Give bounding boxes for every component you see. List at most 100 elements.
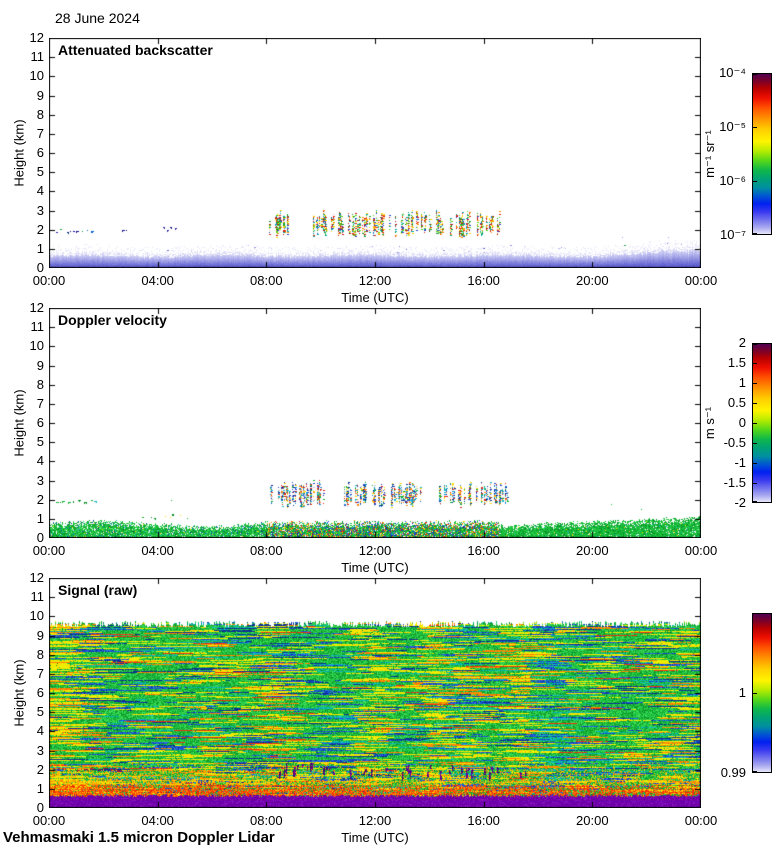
x-axis-label: Time (UTC) bbox=[341, 560, 409, 575]
panel-signal-raw: Signal (raw) Height (km) Time (UTC) 12 11… bbox=[12, 570, 718, 845]
colorbar-tick-label: 1 bbox=[738, 375, 746, 390]
y-tick-label: 4 bbox=[36, 453, 44, 469]
y-tick-label: 2 bbox=[36, 761, 44, 777]
x-tick-label: 00:00 bbox=[32, 543, 66, 558]
y-tick-label: 1 bbox=[36, 510, 44, 526]
backscatter-heatmap-canvas bbox=[49, 38, 701, 268]
panel-title: Signal (raw) bbox=[58, 582, 138, 598]
colorbar-backscatter: 10⁻⁴ 10⁻⁵ 10⁻⁶ 10⁻⁷ m⁻¹ sr⁻¹ bbox=[702, 65, 772, 242]
colorbar-tick-label: 1 bbox=[738, 685, 746, 700]
colorbar-tick bbox=[753, 74, 757, 75]
x-tick-label: 20:00 bbox=[576, 813, 609, 828]
x-tick-label: 16:00 bbox=[467, 813, 500, 828]
panel-title: Doppler velocity bbox=[58, 312, 167, 328]
colorbar-tick bbox=[753, 363, 757, 364]
y-tick-label: 3 bbox=[36, 472, 44, 488]
colorbar-tick-label: 10⁻⁶ bbox=[719, 173, 746, 188]
colorbar-tick bbox=[753, 181, 757, 182]
colorbar-tick bbox=[753, 127, 757, 128]
x-tick-label: 00:00 bbox=[684, 813, 718, 828]
colorbar-tick-label: 0 bbox=[738, 415, 746, 430]
footer-label: Vehmasmaki 1.5 micron Doppler Lidar bbox=[3, 829, 275, 846]
x-axis-label: Time (UTC) bbox=[341, 830, 409, 845]
colorbar-unit-label: m⁻¹ sr⁻¹ bbox=[702, 130, 717, 178]
y-tick-label: 10 bbox=[29, 338, 44, 354]
panel-doppler-velocity: Doppler velocity Height (km) Time (UTC) … bbox=[12, 300, 718, 575]
x-tick-label: 00:00 bbox=[32, 273, 66, 288]
y-tick-label: 5 bbox=[36, 704, 44, 720]
panel-title: Attenuated backscatter bbox=[58, 42, 213, 58]
colorbar-tick bbox=[753, 443, 757, 444]
colorbar-tick-label: -2 bbox=[734, 495, 746, 510]
x-axis-label: Time (UTC) bbox=[341, 290, 409, 305]
colorbar-tick bbox=[753, 403, 757, 404]
colorbar-tick-label: 10⁻⁴ bbox=[719, 65, 746, 80]
y-tick-label: 11 bbox=[30, 49, 45, 65]
x-tick-label: 16:00 bbox=[467, 543, 500, 558]
y-tick-label: 1 bbox=[36, 240, 44, 256]
velocity-heatmap-canvas bbox=[49, 308, 701, 538]
y-tick-label: 8 bbox=[36, 646, 44, 662]
y-tick-label: 12 bbox=[29, 300, 44, 315]
y-tick-label: 4 bbox=[36, 723, 44, 739]
colorbar-tick bbox=[753, 423, 757, 424]
colorbar-tick bbox=[753, 463, 757, 464]
x-tick-label: 08:00 bbox=[250, 543, 283, 558]
colorbar-tick bbox=[753, 501, 757, 502]
colorbar-gradient bbox=[752, 73, 772, 235]
y-tick-label: 8 bbox=[36, 376, 44, 392]
y-tick-label: 0 bbox=[36, 530, 44, 545]
y-tick-label: 0 bbox=[36, 260, 44, 275]
y-tick-label: 4 bbox=[36, 183, 44, 199]
colorbar-tick-label: 10⁻⁵ bbox=[719, 118, 746, 134]
y-tick-label: 2 bbox=[36, 221, 44, 237]
colorbar-tick-label: -1 bbox=[734, 455, 746, 470]
panel-attenuated-backscatter: Attenuated backscatter Height (km) Time … bbox=[12, 30, 718, 305]
colorbar-tick-label: 1.5 bbox=[727, 355, 746, 370]
x-tick-label: 04:00 bbox=[141, 273, 174, 288]
colorbar-tick bbox=[753, 383, 757, 384]
x-tick-label: 12:00 bbox=[358, 543, 392, 558]
y-tick-label: 12 bbox=[29, 30, 44, 45]
colorbar-gradient bbox=[752, 343, 772, 503]
y-tick-label: 9 bbox=[36, 627, 44, 643]
colorbar-tick-label: 0.99 bbox=[720, 765, 746, 780]
x-tick-label: 00:00 bbox=[684, 273, 718, 288]
x-tick-label: 16:00 bbox=[467, 273, 500, 288]
colorbar-velocity: 2 1.5 1 0.5 0 -0.5 -1 -1.5 -2 m s⁻¹ bbox=[702, 335, 772, 510]
y-tick-label: 12 bbox=[29, 570, 44, 585]
signal-heatmap-canvas bbox=[49, 578, 701, 808]
colorbar-tick-label: 0.5 bbox=[727, 395, 746, 410]
y-tick-label: 5 bbox=[36, 434, 44, 450]
y-tick-label: 0 bbox=[36, 800, 44, 815]
x-tick-label: 20:00 bbox=[576, 543, 609, 558]
y-tick-label: 6 bbox=[36, 415, 44, 430]
y-tick-label: 10 bbox=[29, 68, 44, 84]
x-tick-label: 20:00 bbox=[576, 273, 609, 288]
y-tick-label: 5 bbox=[36, 164, 44, 180]
colorbar-tick bbox=[753, 693, 757, 694]
y-tick-label: 10 bbox=[29, 608, 44, 624]
x-tick-label: 12:00 bbox=[358, 813, 392, 828]
colorbar-signal: 1 0.99 bbox=[721, 613, 772, 780]
colorbar-tick-label: 10⁻⁷ bbox=[719, 227, 746, 242]
date-label: 28 June 2024 bbox=[55, 10, 140, 26]
x-tick-label: 00:00 bbox=[684, 543, 718, 558]
y-tick-label: 9 bbox=[36, 357, 44, 373]
x-tick-label: 08:00 bbox=[250, 273, 283, 288]
y-tick-label: 3 bbox=[36, 202, 44, 218]
colorbar-tick bbox=[753, 233, 757, 234]
y-tick-label: 2 bbox=[36, 491, 44, 507]
colorbar-tick-label: 2 bbox=[738, 335, 746, 350]
x-tick-label: 00:00 bbox=[32, 813, 66, 828]
y-tick-label: 3 bbox=[36, 742, 44, 758]
colorbar-tick-label: -1.5 bbox=[723, 475, 746, 490]
colorbar-gradient bbox=[752, 613, 772, 773]
colorbar-tick bbox=[753, 483, 757, 484]
y-tick-label: 11 bbox=[30, 589, 45, 605]
y-tick-label: 6 bbox=[36, 685, 44, 700]
x-tick-label: 12:00 bbox=[358, 273, 392, 288]
colorbar-tick-label: -0.5 bbox=[723, 435, 746, 450]
colorbar-tick bbox=[753, 771, 757, 772]
x-tick-label: 08:00 bbox=[250, 813, 283, 828]
